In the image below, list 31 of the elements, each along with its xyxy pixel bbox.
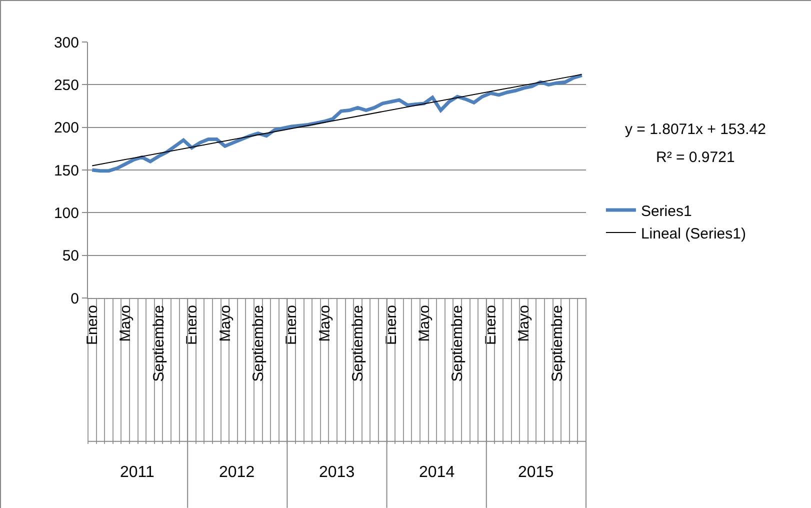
x-tick-label: Mayo xyxy=(516,305,533,342)
x-tick-label: Septiembre xyxy=(150,305,168,382)
text: 2015 xyxy=(518,464,554,481)
x-tick-label: Septiembre xyxy=(250,305,268,382)
text: 2014 xyxy=(419,464,455,481)
legend-label: Lineal (Series1) xyxy=(640,225,746,242)
x-tick-label: Enero xyxy=(84,305,102,346)
x-tick-label: Mayo xyxy=(117,305,134,342)
text: 2012 xyxy=(219,464,255,481)
x-tick-label: Mayo xyxy=(216,305,234,342)
y-tick-label: 300 xyxy=(54,34,79,52)
x-tick-label: Enero xyxy=(283,305,300,346)
x-tick-label: Mayo xyxy=(416,305,434,342)
text: 2011 xyxy=(120,464,155,481)
y-tick-label: 0 xyxy=(70,290,79,308)
y-tick-label: 250 xyxy=(54,76,79,94)
text: 2013 xyxy=(319,464,355,481)
legend-label: Series1 xyxy=(640,202,692,220)
x-tick-label: Enero xyxy=(184,305,201,346)
y-tick-label: 200 xyxy=(54,120,79,137)
x-tick-label: Enero xyxy=(382,305,400,346)
y-tick-label: 150 xyxy=(54,162,79,180)
x-tick-label: Septiembre xyxy=(548,305,566,382)
y-tick-label: 50 xyxy=(62,248,79,265)
x-tick-label: Septiembre xyxy=(449,305,466,382)
x-tick-label: Mayo xyxy=(316,305,334,342)
y-tick-label: 100 xyxy=(54,204,79,222)
text: y = 1.8071x + 153.42 xyxy=(625,121,766,138)
text: R² = 0.9721 xyxy=(656,149,735,166)
x-tick-label: Enero xyxy=(482,305,500,346)
x-tick-label: Septiembre xyxy=(350,305,367,382)
